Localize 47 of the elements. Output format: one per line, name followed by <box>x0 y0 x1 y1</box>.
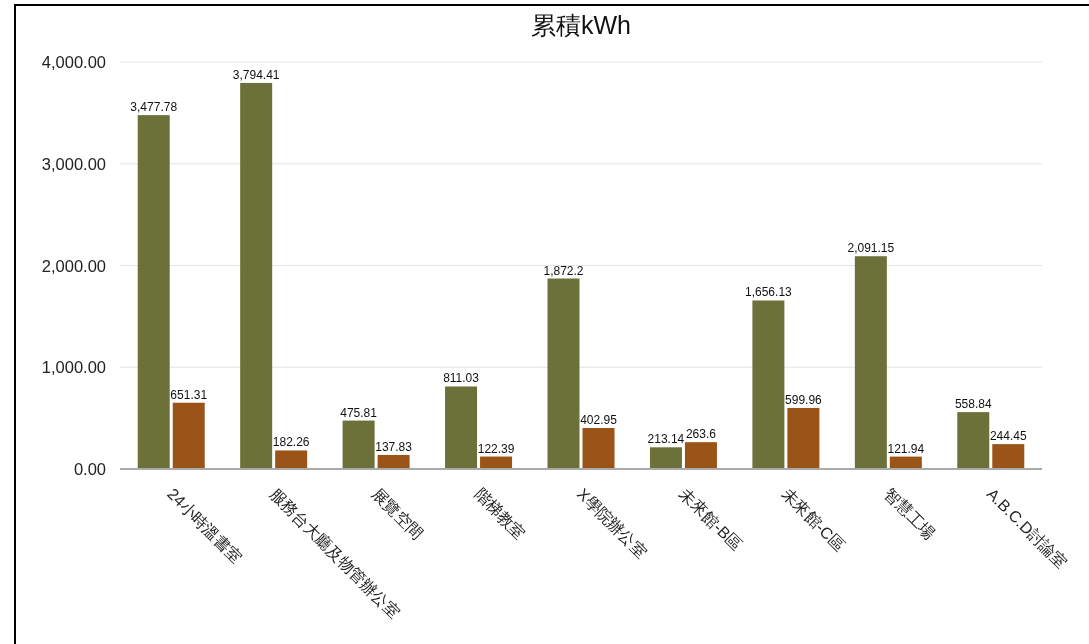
bar <box>342 420 375 469</box>
data-label: 3,477.78 <box>130 100 178 115</box>
bar <box>377 454 410 469</box>
data-label: 137.83 <box>375 439 413 454</box>
x-tick-label: 24小時溫書室 <box>164 485 246 567</box>
data-label: 182.26 <box>272 435 310 450</box>
bar <box>137 115 170 469</box>
bar <box>787 407 820 469</box>
data-label: 122.39 <box>477 441 515 456</box>
y-tick-label: 0.00 <box>73 460 106 478</box>
bar <box>957 412 990 469</box>
chart-title: 累積kWh <box>531 11 631 39</box>
bar <box>582 428 615 469</box>
data-label: 402.95 <box>580 413 618 427</box>
y-tick-label: 3,000.00 <box>41 154 106 173</box>
bar <box>547 278 580 469</box>
data-label: 121.94 <box>887 441 925 456</box>
data-label: 213.14 <box>647 432 685 447</box>
bar <box>275 450 308 469</box>
data-label: 1,872.2 <box>543 263 584 278</box>
data-label: 651.31 <box>170 387 208 402</box>
data-label: 244.45 <box>989 429 1027 444</box>
bar <box>240 82 273 469</box>
x-tick-label: 智慧工場 <box>881 485 939 543</box>
data-label: 558.84 <box>954 397 992 412</box>
x-tick-label: 未來館-B區 <box>676 485 745 554</box>
bar <box>854 256 887 469</box>
bar <box>172 402 205 469</box>
data-label: 263.6 <box>685 427 717 442</box>
bar <box>992 444 1025 469</box>
y-tick-label: 2,000.00 <box>41 256 106 275</box>
bar <box>752 300 785 469</box>
data-label: 1,656.13 <box>745 285 793 300</box>
x-tick-label: 展覽空間 <box>368 485 427 543</box>
bar <box>649 447 682 469</box>
data-label: 475.81 <box>340 405 378 420</box>
data-label: 599.96 <box>785 392 823 407</box>
x-tick-label: 未來館-C區 <box>778 485 848 555</box>
x-tick-label: X學院辦公室 <box>573 485 651 562</box>
y-tick-label: 1,000.00 <box>41 358 106 377</box>
y-tick-label: 4,000.00 <box>41 53 106 71</box>
data-label: 2,091.15 <box>847 241 895 256</box>
bar <box>684 442 717 469</box>
data-label: 811.03 <box>443 371 480 386</box>
x-tick-label: 階梯教室 <box>471 485 529 543</box>
bar <box>445 386 478 469</box>
data-label: 3,794.41 <box>232 67 280 82</box>
